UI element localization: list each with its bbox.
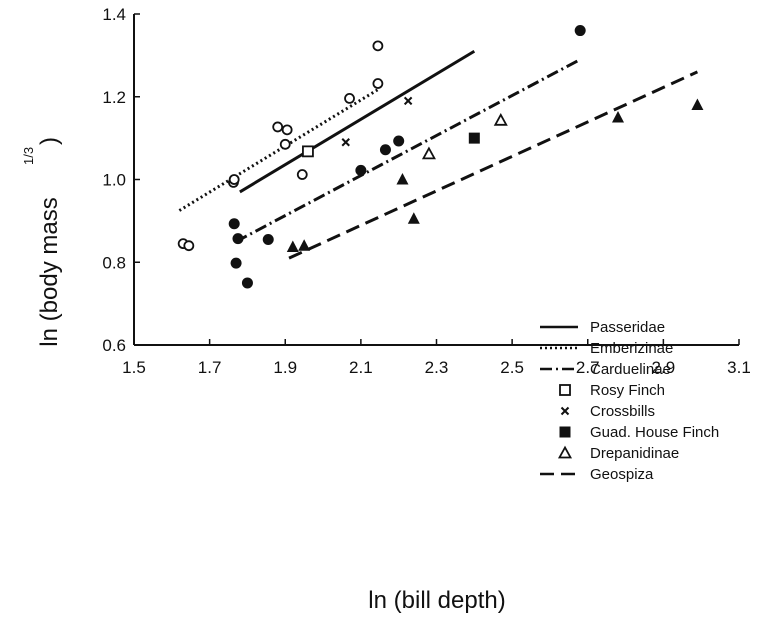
point-emberizinae <box>344 93 355 104</box>
point-rosy-finch <box>302 145 314 158</box>
cross-stroke <box>341 138 350 147</box>
point-carduelinae <box>262 233 274 245</box>
regression-lines <box>178 49 699 260</box>
legend-label: Passeridae <box>590 319 665 336</box>
y-tick-label: 1.4 <box>102 5 126 24</box>
point-carduelinae <box>228 218 240 230</box>
x-tick-label: 3.1 <box>727 358 751 377</box>
legend-item-drepanidinae: Drepanidinae <box>557 445 679 462</box>
point-emberizinae <box>281 124 293 136</box>
legend-item-passeridae: Passeridae <box>540 319 665 336</box>
point-carduelinae <box>393 135 405 147</box>
legend-label: Guad. House Finch <box>590 424 719 441</box>
point-guad-house-finch <box>468 132 480 144</box>
legend-key-open-triangle <box>557 445 573 459</box>
legend-item-crossbills: Crossbills <box>560 403 655 420</box>
y-axis-title: ln (body mass 1/3 ) <box>21 137 63 347</box>
x-tick-label: 2.1 <box>349 358 373 377</box>
legend-item-guad-house-finch: Guad. House Finch <box>559 424 719 441</box>
point-geospiza <box>396 173 409 185</box>
y-axis-title-superscript: 1/3 <box>21 147 36 165</box>
legend-label: Crossbills <box>590 403 655 420</box>
legend-key-cross <box>560 406 570 416</box>
point-emberizinae <box>372 40 384 52</box>
point-drepanidinae <box>421 146 436 160</box>
x-tick-label: 1.7 <box>198 358 222 377</box>
regression-line-passeridae <box>239 49 476 194</box>
point-emberizinae <box>279 138 291 150</box>
y-tick-label: 0.6 <box>102 336 126 355</box>
point-carduelinae <box>230 257 242 269</box>
point-geospiza <box>286 240 299 252</box>
y-tick-label: 1.2 <box>102 88 126 107</box>
legend-item-emberizinae: Emberizinae <box>540 340 673 357</box>
legend-item-geospiza: Geospiza <box>540 466 654 483</box>
point-emberizinae <box>228 174 240 185</box>
x-tick-label: 2.7 <box>576 358 600 377</box>
point-carduelinae <box>574 25 586 37</box>
point-crossbills <box>341 138 350 147</box>
point-emberizinae <box>372 78 384 89</box>
y-axis-title-close: ) <box>36 137 63 145</box>
x-axis-title: ln (bill depth) <box>368 587 505 614</box>
y-axis-title-main: ln (body mass <box>36 197 63 346</box>
cross-stroke <box>560 406 570 416</box>
legend-label: Rosy Finch <box>590 382 665 399</box>
point-geospiza <box>612 110 624 123</box>
point-emberizinae <box>272 121 284 133</box>
legend-label: Drepanidinae <box>590 445 679 462</box>
regression-line-geospiza <box>288 70 699 260</box>
point-carduelinae <box>232 233 244 245</box>
x-tick-label: 2.5 <box>500 358 524 377</box>
point-geospiza <box>407 212 420 224</box>
x-tick-label: 2.3 <box>425 358 449 377</box>
regression-line-carduelinae <box>235 58 581 243</box>
point-carduelinae <box>355 164 367 176</box>
point-carduelinae <box>379 144 391 156</box>
point-emberizinae <box>296 169 308 180</box>
legend-label: Geospiza <box>590 466 654 483</box>
point-geospiza <box>298 239 311 251</box>
point-carduelinae <box>241 277 253 289</box>
x-tick-label: 2.9 <box>652 358 676 377</box>
legend-key-filled-square <box>559 426 571 438</box>
point-emberizinae <box>183 240 195 252</box>
x-tick-label: 1.5 <box>122 358 146 377</box>
regression-line-emberizinae <box>178 87 381 212</box>
legend-item-rosy-finch: Rosy Finch <box>559 382 665 399</box>
y-tick-label: 1.0 <box>102 171 126 190</box>
data-points <box>177 25 704 289</box>
axes: 1.5 1.7 1.9 2.1 2.3 2.5 2.7 2.9 3.1 0.6 0.8 1.0 1.2 1… <box>102 5 750 377</box>
x-tick-label: 1.9 <box>273 358 297 377</box>
legend: Passeridae Emberizinae Carduelinae Rosy Fin… <box>540 319 719 483</box>
legend-label: Emberizinae <box>590 340 673 357</box>
point-geospiza <box>691 98 704 111</box>
legend-key-open-square <box>559 384 571 396</box>
y-tick-label: 0.8 <box>102 253 126 272</box>
cross-stroke <box>403 96 413 106</box>
legend-item-carduelinae: Carduelinae <box>540 361 671 378</box>
legend-label: Carduelinae <box>590 361 671 378</box>
point-crossbills <box>403 96 413 106</box>
point-drepanidinae <box>493 112 508 126</box>
